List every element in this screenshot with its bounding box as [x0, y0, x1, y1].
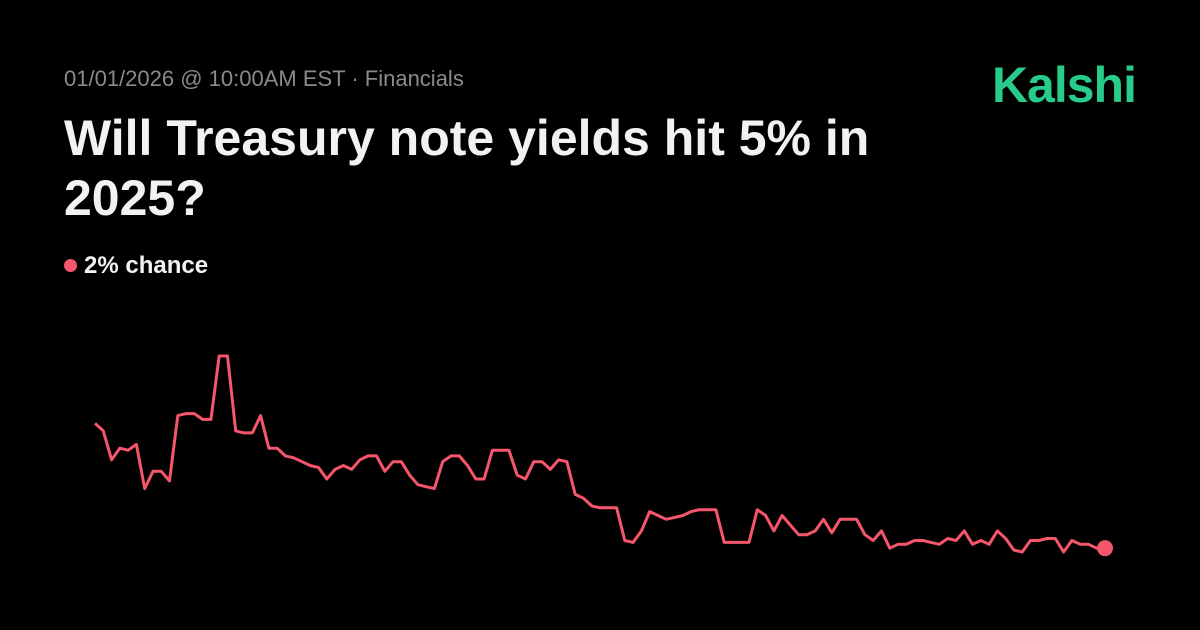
market-title: Will Treasury note yields hit 5% in 2025…	[64, 110, 870, 226]
chance-label: 2% chance	[84, 252, 209, 279]
market-meta: 01/01/2026 @ 10:00AM EST · Financials	[64, 66, 464, 91]
last-point	[1097, 540, 1113, 557]
line	[93, 354, 1105, 554]
logo: Kalshi	[991, 57, 1137, 113]
legend-dot	[64, 259, 77, 272]
